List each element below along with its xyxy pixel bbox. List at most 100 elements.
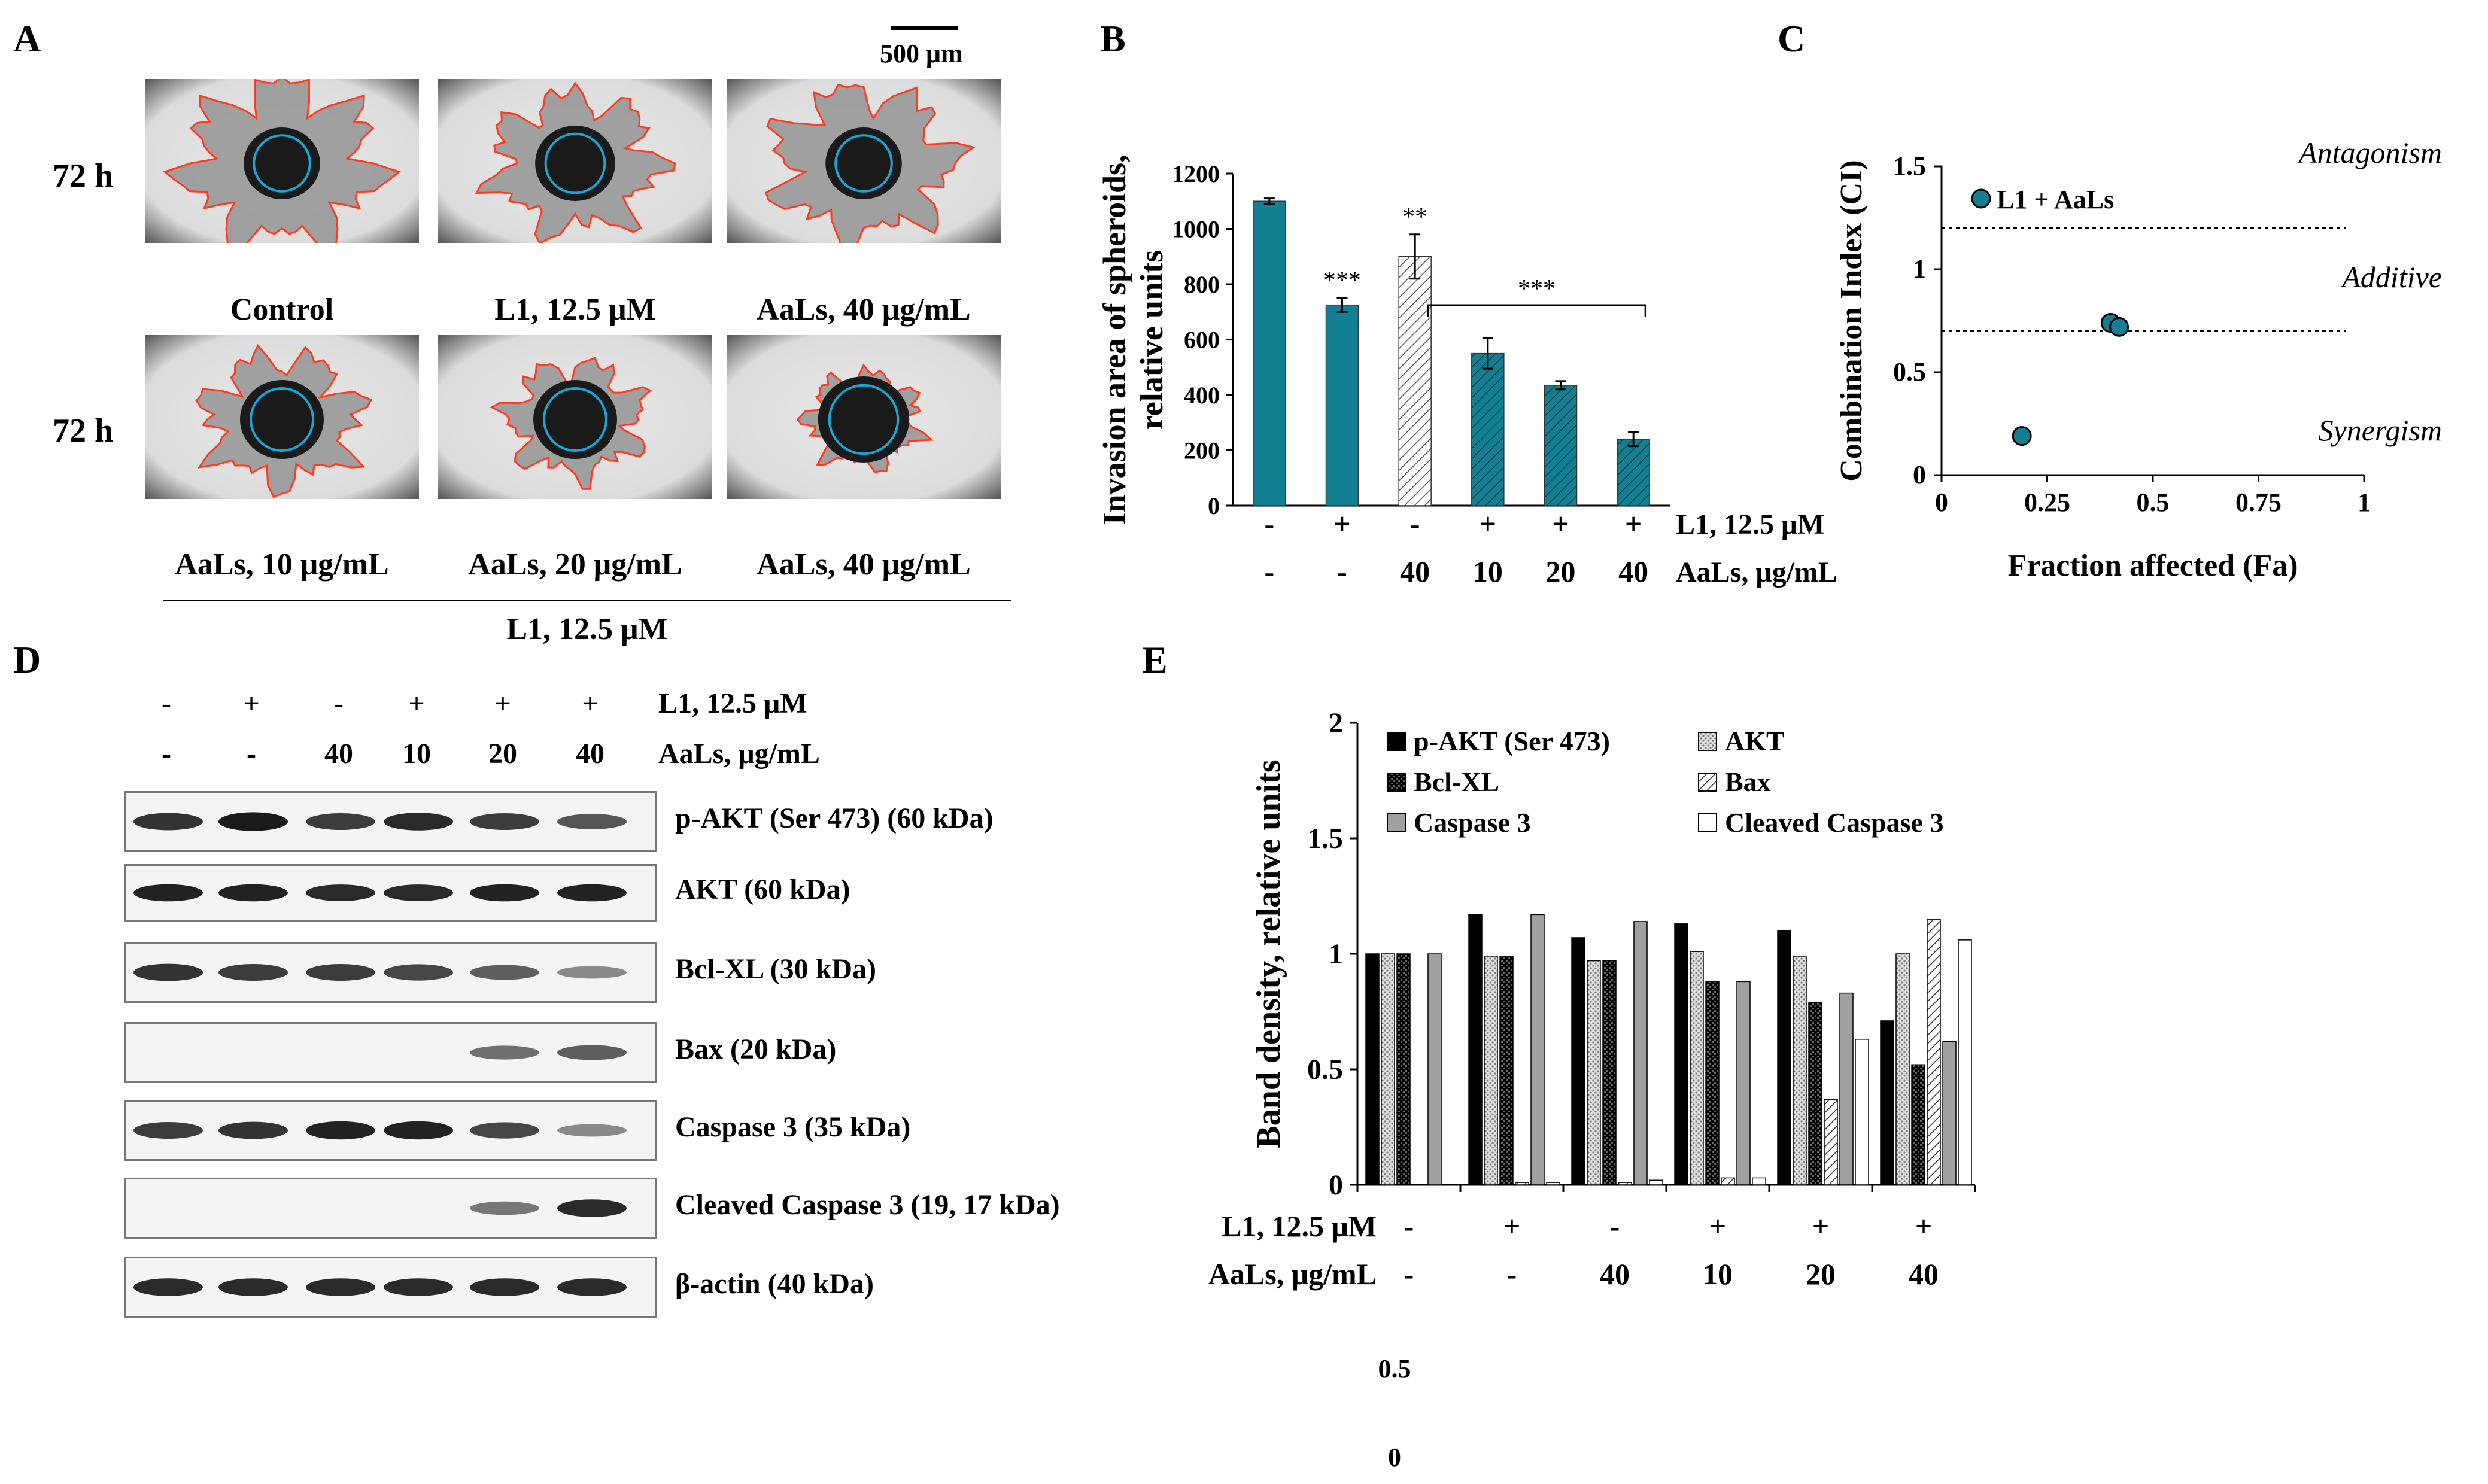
e-l1-sign: + <box>1812 1209 1830 1243</box>
caption-control: Control <box>230 293 334 327</box>
b-y-tick-label: 1200 <box>1172 160 1220 187</box>
panel-d-label: D <box>13 638 41 681</box>
e-bar <box>1618 1182 1632 1185</box>
b-l1-sign: + <box>1333 507 1351 540</box>
blot-label: Cleaved Caspase 3 (19, 17 kDa) <box>675 1189 1060 1221</box>
c-ylabel: Combination Index (CI) <box>1834 160 1869 481</box>
e-bar <box>1530 914 1545 1185</box>
e-bar <box>1546 1182 1560 1185</box>
blot-band <box>133 963 203 981</box>
d-l1-sign: + <box>243 688 260 719</box>
e-l1-sign: + <box>1503 1209 1521 1243</box>
b-significance: *** <box>1323 267 1361 294</box>
b-bar <box>1325 304 1359 506</box>
e-aals-value: 10 <box>1703 1257 1733 1291</box>
c-region-label: Antagonism <box>2297 136 2442 169</box>
b-bar <box>1398 256 1432 506</box>
d-l1-sign: - <box>334 688 344 719</box>
e-bar <box>1484 956 1498 1185</box>
c-region-label: Synergism <box>2319 413 2442 447</box>
blot-band <box>470 1122 539 1139</box>
blot-strip <box>124 1257 657 1318</box>
blot-band <box>470 1278 539 1296</box>
e-bar <box>1752 1177 1766 1185</box>
e-bar <box>1824 1099 1838 1185</box>
d-aals-value: - <box>247 738 256 770</box>
b-y-tick-label: 800 <box>1184 271 1220 298</box>
panel-c-label: C <box>1778 17 1806 60</box>
b-aals-value: - <box>1265 555 1275 588</box>
blot-band <box>384 1278 453 1296</box>
d-aals-value: - <box>162 738 171 770</box>
e-legend-swatch <box>1698 813 1717 832</box>
blot-label: β-actin (40 kDa) <box>675 1268 874 1300</box>
chart-c: 0 0.5 1 1.5 0 0.25 0.5 0.75 1 Fraction affected (… <box>1834 136 2442 583</box>
e-bar <box>1855 1039 1869 1185</box>
blot-band <box>133 1122 203 1139</box>
e-bar <box>1895 953 1910 1185</box>
b-y-tick-label: 0 <box>1208 492 1220 519</box>
micrograph-l1 <box>438 79 712 243</box>
d-l1-sign: + <box>582 688 599 719</box>
blot-band <box>133 884 203 902</box>
b-bar <box>1253 200 1286 506</box>
e-bar <box>1911 1064 1925 1185</box>
c-xlabel: Fraction affected (Fa) <box>2007 549 2298 583</box>
e-legend-label: p-AKT (Ser 473) <box>1414 726 1610 756</box>
blot-band <box>133 813 203 831</box>
e-bar <box>1808 1002 1822 1185</box>
caption-l1: L1, 12.5 μM <box>494 293 656 327</box>
blot-band <box>384 884 453 901</box>
e-bar <box>1880 1020 1894 1185</box>
c-legend-label: L1 + AaLs <box>1997 185 2114 214</box>
e-bar <box>1839 992 1854 1185</box>
blot-band <box>306 884 375 901</box>
e-bar <box>1958 939 1972 1185</box>
blot-label: Bax (20 kDa) <box>675 1033 837 1065</box>
e-ylabel: Band density, relative units <box>1250 759 1287 1148</box>
b-l1-sign: - <box>1410 507 1420 540</box>
b-y-tick-label: 600 <box>1184 327 1220 354</box>
b-bracket-label: *** <box>1518 275 1556 303</box>
c-y-tick-label: 0 <box>1913 460 1926 489</box>
e-legend-swatch <box>1387 813 1406 832</box>
e-y-tick-label: 0.5 <box>1307 1054 1343 1085</box>
e-bar <box>1649 1179 1663 1185</box>
e-bar <box>1396 953 1411 1185</box>
blot-strip <box>124 1100 657 1161</box>
e-legend-swatch <box>1698 732 1717 751</box>
e-bar <box>1721 1177 1735 1185</box>
b-aals-row-label: AaLs, μg/mL <box>1676 556 1837 588</box>
panel-d-l1-label: L1, 12.5 μM <box>658 688 807 719</box>
e-bar <box>1468 914 1483 1185</box>
blot-band <box>470 965 539 980</box>
c-region-label: Additive <box>2340 260 2442 294</box>
row-label-bottom: 72 h <box>53 412 114 449</box>
c-y-tick-label: 1.5 <box>1893 151 1926 181</box>
b-aals-value: 10 <box>1473 555 1503 588</box>
b-l1-row-label: L1, 12.5 μM <box>1676 509 1825 540</box>
c-x-tick-label: 1 <box>2358 488 2371 517</box>
b-y-tick-label: 200 <box>1184 437 1220 464</box>
blot-band <box>557 1124 627 1137</box>
d-l1-sign: - <box>162 688 171 719</box>
blot-band <box>306 1278 375 1296</box>
e-bar <box>1499 956 1514 1185</box>
blot-strip <box>124 791 657 852</box>
e-l1-row-label: L1, 12.5 μM <box>1222 1209 1377 1243</box>
micrograph-control <box>145 79 419 243</box>
group-line <box>163 600 1011 601</box>
e-bar <box>1736 981 1751 1185</box>
blot-band <box>306 964 375 981</box>
e-bar <box>1427 953 1442 1185</box>
blot-band <box>384 1121 453 1140</box>
blot-label: Caspase 3 (35 kDa) <box>675 1111 911 1143</box>
caption-aals-40: AaLs, 40 μg/mL <box>757 293 971 327</box>
caption-combo-40: AaLs, 40 μg/mL <box>757 548 971 582</box>
e-bar <box>1365 953 1380 1185</box>
b-l1-sign: + <box>1552 507 1569 540</box>
e-bar <box>1633 921 1648 1185</box>
e-l1-sign: - <box>1610 1209 1620 1243</box>
blot-band <box>384 964 453 981</box>
